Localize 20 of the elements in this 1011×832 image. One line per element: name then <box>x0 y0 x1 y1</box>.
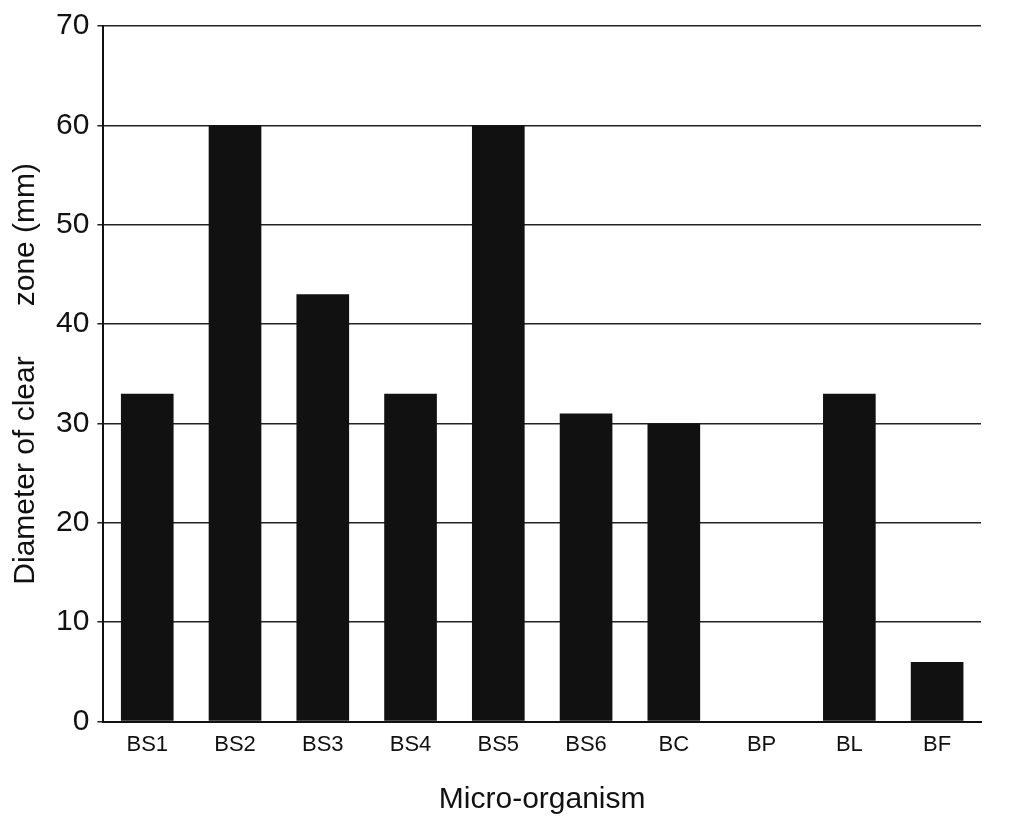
y-tick-label: 30 <box>55 404 90 438</box>
x-tick-label: BS5 <box>477 730 520 756</box>
y-axis-title: Diameter of clear zone (mm) <box>7 162 41 585</box>
x-axis-title: Micro-organism <box>438 781 646 815</box>
x-tick-label: BC <box>658 730 690 756</box>
y-tick-label: 20 <box>55 504 90 538</box>
x-tick-label: BS4 <box>389 730 432 756</box>
y-tick-label: 0 <box>72 702 90 736</box>
y-tick-label: 10 <box>55 603 90 637</box>
x-tick-label: BF <box>923 730 952 756</box>
x-tick-label: BS3 <box>301 730 344 756</box>
x-tick-label: BP <box>746 730 777 756</box>
x-tick-label: BS2 <box>214 730 256 756</box>
x-tick-label: BS1 <box>126 730 169 756</box>
x-tick-label: BS6 <box>565 730 607 756</box>
y-tick-label: 40 <box>55 305 90 339</box>
y-tick-label: 70 <box>55 7 90 41</box>
x-tick-label: BL <box>835 730 863 756</box>
y-tick-label: 50 <box>55 206 90 240</box>
y-tick-label: 60 <box>55 106 90 140</box>
